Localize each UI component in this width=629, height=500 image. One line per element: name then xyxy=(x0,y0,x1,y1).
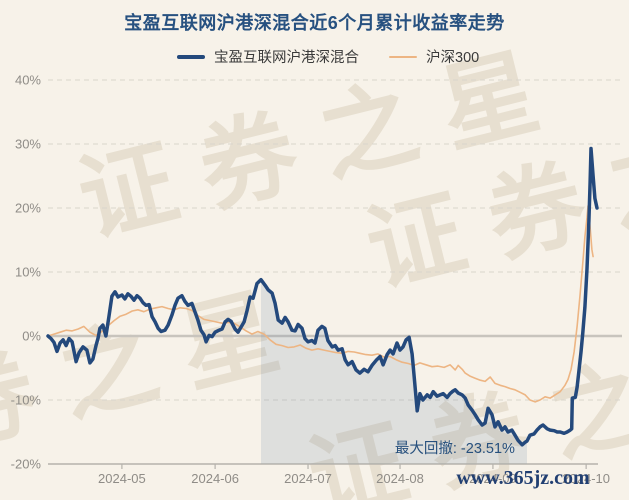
y-tick-label-30: 30% xyxy=(15,137,41,152)
legend-item-fund[interactable]: 宝盈互联网沪港深混合 xyxy=(177,46,359,67)
legend: 宝盈互联网沪港深混合 沪深300 xyxy=(177,46,479,67)
legend-swatch-benchmark-icon xyxy=(389,55,417,58)
max-drawdown-area xyxy=(261,279,527,464)
legend-label-fund: 宝盈互联网沪港深混合 xyxy=(214,50,359,66)
fund-line xyxy=(46,146,599,447)
max-drawdown-annotation: 最大回撤: -23.51% xyxy=(395,440,515,457)
y-tick-label-10: 10% xyxy=(15,265,41,280)
y-tick-label--20: -20% xyxy=(11,457,42,472)
y-tick-label--10: -10% xyxy=(11,393,42,408)
x-tick-label-2024-07: 2024-07 xyxy=(284,471,332,486)
source-watermark: www.365jz.com xyxy=(456,467,590,489)
chart-title: 宝盈互联网沪港深混合近6个月累计收益率走势 xyxy=(124,13,505,33)
y-tick-label-40: 40% xyxy=(15,73,41,88)
x-tick-label-2024-09: 2024-09 xyxy=(469,471,517,486)
x-tick-label-2024-05: 2024-05 xyxy=(98,471,146,486)
x-tick-label-2024-10: 2024-10 xyxy=(562,471,610,486)
y-tick-label-0: 0% xyxy=(22,329,41,344)
y-tick-label-20: 20% xyxy=(15,201,41,216)
legend-item-benchmark[interactable]: 沪深300 xyxy=(389,46,479,67)
legend-label-benchmark: 沪深300 xyxy=(426,50,480,66)
x-tick-label-2024-08: 2024-08 xyxy=(376,471,424,486)
x-tick-label-2024-06: 2024-06 xyxy=(191,471,239,486)
legend-swatch-fund-icon xyxy=(177,54,205,59)
